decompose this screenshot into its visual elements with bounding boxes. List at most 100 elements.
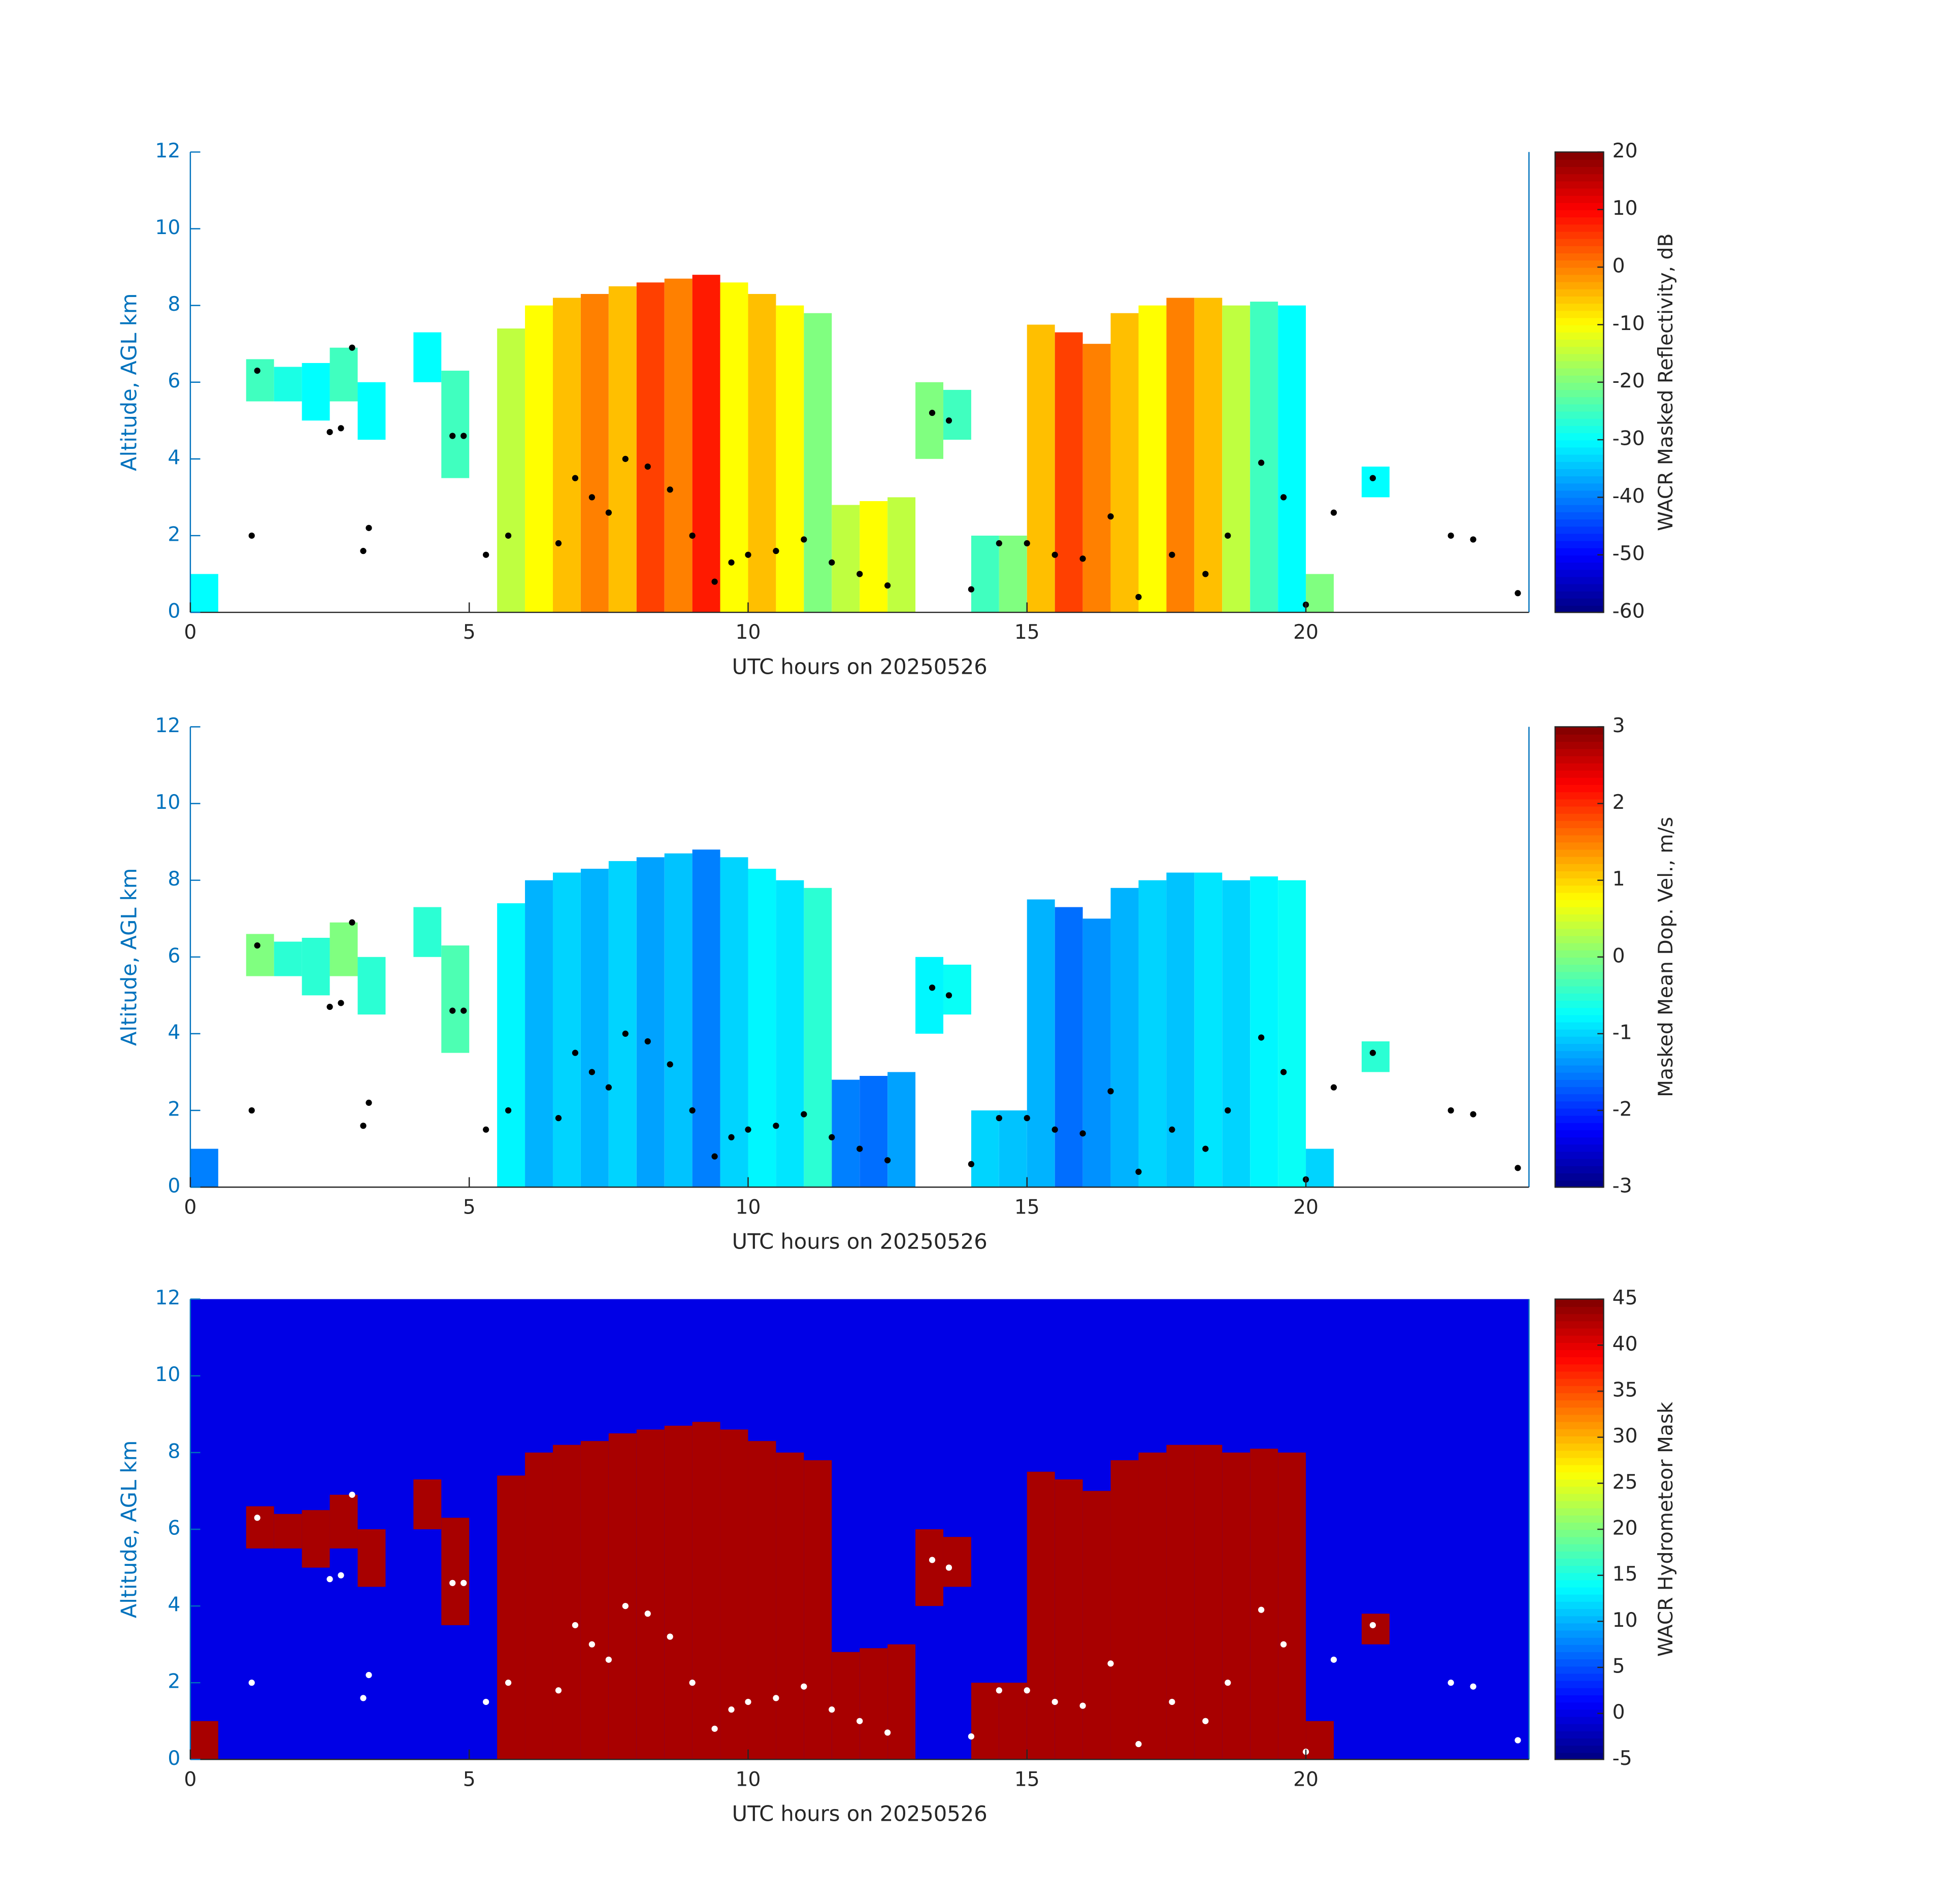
echo-cell bbox=[971, 535, 999, 613]
colorbar-swatch bbox=[1555, 1172, 1604, 1181]
cloud-base-point bbox=[773, 548, 779, 554]
colorbar-swatch bbox=[1555, 1565, 1604, 1573]
colorbar-swatch bbox=[1555, 576, 1604, 584]
colorbar-tick-label: 25 bbox=[1612, 1471, 1638, 1494]
echo-cell bbox=[302, 1510, 330, 1568]
colorbar-swatch bbox=[1555, 216, 1604, 225]
echo-cell bbox=[246, 359, 274, 402]
colorbar-swatch bbox=[1555, 1014, 1604, 1023]
echo-cell bbox=[1194, 298, 1223, 613]
cloud-base-point bbox=[1135, 594, 1142, 600]
colorbar-swatch bbox=[1555, 1428, 1604, 1437]
colorbar-swatch bbox=[1555, 468, 1604, 477]
echo-cell bbox=[246, 1506, 274, 1549]
colorbar-tick-label: 2 bbox=[1612, 791, 1625, 814]
colorbar-swatch bbox=[1555, 1356, 1604, 1365]
echo-cell bbox=[1250, 302, 1278, 613]
cloud-base-point bbox=[449, 433, 456, 439]
x-tick-label: 10 bbox=[736, 621, 761, 644]
colorbar-swatch bbox=[1555, 1407, 1604, 1415]
echo-cell bbox=[1361, 1041, 1390, 1072]
colorbar-swatch bbox=[1555, 1179, 1604, 1188]
cloud-base-point bbox=[338, 1572, 344, 1579]
cloud-base-point bbox=[555, 1114, 562, 1122]
echo-cell bbox=[1361, 1614, 1390, 1645]
echo-cell bbox=[1138, 1452, 1167, 1760]
cloud-base-point bbox=[857, 571, 863, 577]
echo-cell bbox=[330, 1494, 358, 1549]
colorbar-swatch bbox=[1555, 1364, 1604, 1372]
echo-cell bbox=[692, 849, 720, 1188]
cloud-base-point bbox=[1515, 590, 1521, 597]
echo-cell bbox=[887, 497, 916, 613]
cloud-base-point bbox=[1024, 1114, 1030, 1122]
echo-cell bbox=[720, 857, 748, 1188]
colorbar-swatch bbox=[1555, 741, 1604, 749]
echo-cell bbox=[664, 853, 693, 1188]
colorbar-swatch bbox=[1555, 1136, 1604, 1145]
y-tick-label: 6 bbox=[168, 1517, 180, 1539]
colorbar-tick-label: 45 bbox=[1612, 1287, 1638, 1309]
colorbar-swatch bbox=[1555, 526, 1604, 534]
colorbar-swatch bbox=[1555, 324, 1604, 333]
colorbar-swatch bbox=[1555, 483, 1604, 491]
colorbar-swatch bbox=[1555, 166, 1604, 175]
colorbar-swatch bbox=[1555, 188, 1604, 196]
x-tick-label: 15 bbox=[1014, 1196, 1040, 1219]
colorbar-swatch bbox=[1555, 906, 1604, 915]
cloud-base-point bbox=[572, 1049, 579, 1056]
echo-cell bbox=[804, 313, 832, 613]
y-tick-label: 0 bbox=[168, 600, 180, 623]
cloud-base-point bbox=[1470, 1683, 1476, 1690]
cloud-base-point bbox=[360, 548, 367, 554]
cloud-base-point bbox=[460, 433, 467, 439]
colorbar-swatch bbox=[1555, 1673, 1604, 1681]
colorbar-tick-label: -5 bbox=[1612, 1747, 1632, 1770]
echo-cell bbox=[441, 371, 470, 478]
colorbar-label: WACR Hydrometeor Mask bbox=[1655, 1402, 1677, 1657]
colorbar-swatch bbox=[1555, 173, 1604, 182]
x-tick-label: 20 bbox=[1293, 1768, 1319, 1791]
colorbar-swatch bbox=[1555, 288, 1604, 297]
colorbar-swatch bbox=[1555, 877, 1604, 886]
cloud-base-point bbox=[622, 1030, 629, 1037]
cloud-base-point bbox=[884, 582, 891, 589]
echo-cell bbox=[943, 1537, 971, 1587]
colorbar-tick-label: -50 bbox=[1612, 542, 1645, 565]
cloud-base-point bbox=[326, 1003, 333, 1010]
cloud-base-point bbox=[773, 1123, 779, 1129]
colorbar-swatch bbox=[1555, 921, 1604, 929]
y-tick-label: 2 bbox=[168, 523, 180, 546]
echo-cell bbox=[357, 382, 386, 440]
cloud-base-point bbox=[366, 524, 372, 531]
colorbar-swatch bbox=[1555, 1079, 1604, 1088]
echo-cell bbox=[1361, 466, 1390, 498]
colorbar-swatch bbox=[1555, 1101, 1604, 1109]
x-tick-label: 5 bbox=[463, 621, 476, 644]
echo-cell bbox=[860, 1076, 888, 1188]
cloud-base-point bbox=[588, 1641, 596, 1648]
cloud-base-point bbox=[1024, 1687, 1030, 1694]
colorbar-swatch bbox=[1555, 346, 1604, 354]
colorbar-swatch bbox=[1555, 454, 1604, 462]
y-tick-label: 4 bbox=[168, 1594, 180, 1617]
cloud-base-point bbox=[460, 1007, 467, 1014]
y-tick-label: 10 bbox=[155, 1363, 180, 1386]
colorbar-swatch bbox=[1555, 238, 1604, 246]
cloud-base-point bbox=[1447, 532, 1454, 539]
colorbar-swatch bbox=[1555, 440, 1604, 448]
colorbar-swatch bbox=[1555, 504, 1604, 512]
cloud-base-point bbox=[1515, 1165, 1521, 1171]
y-tick-label: 10 bbox=[155, 216, 180, 239]
colorbar-swatch bbox=[1555, 870, 1604, 879]
cloud-base-point bbox=[1369, 1622, 1376, 1628]
colorbar-swatch bbox=[1555, 274, 1604, 282]
colorbar-swatch bbox=[1555, 899, 1604, 907]
colorbar-swatch bbox=[1555, 1414, 1604, 1422]
cloud-base-point bbox=[588, 494, 596, 501]
cloud-base-point bbox=[360, 1695, 367, 1701]
colorbar-tick-label: 5 bbox=[1612, 1655, 1625, 1678]
colorbar-swatch bbox=[1555, 770, 1604, 778]
cloud-base-point bbox=[1225, 1680, 1231, 1686]
colorbar-swatch bbox=[1555, 1544, 1604, 1552]
